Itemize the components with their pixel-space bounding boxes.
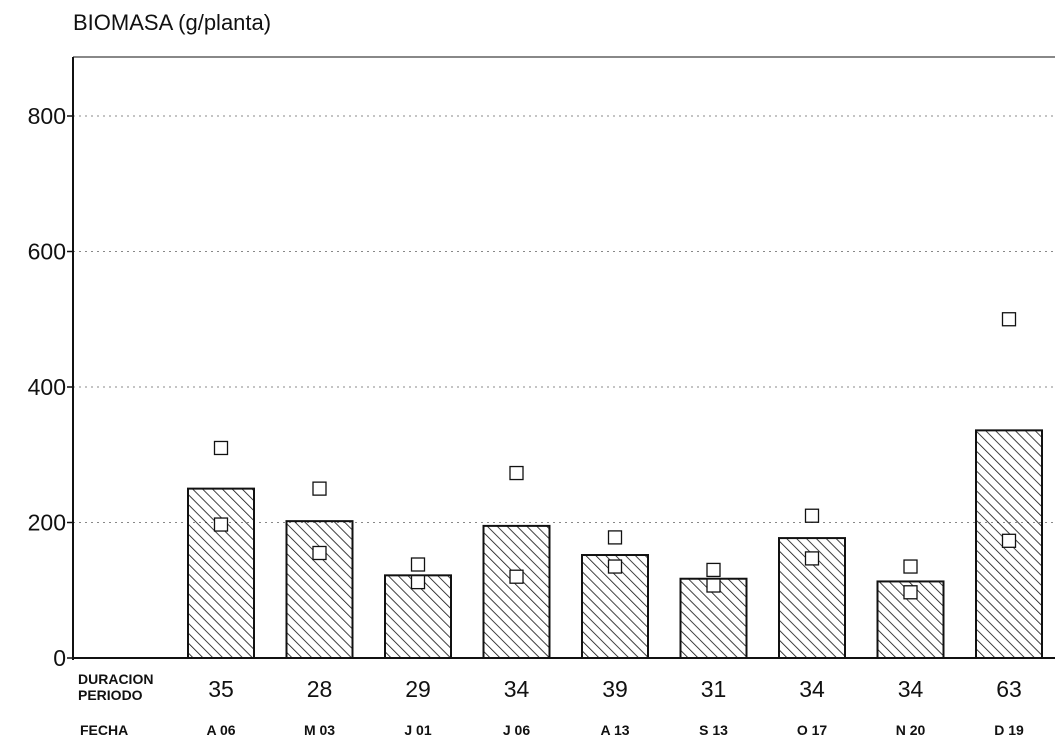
date-label-5: A 13 <box>600 722 629 738</box>
marker-above-1 <box>213 440 229 456</box>
duration-label-8: 34 <box>898 676 924 702</box>
marker-inside-6 <box>706 578 721 593</box>
marker-above-9 <box>1001 312 1017 327</box>
marker-above-5 <box>607 530 623 545</box>
marker-inside-9 <box>1001 533 1017 548</box>
date-label-4: J 06 <box>503 722 530 738</box>
duration-label-4: 34 <box>504 676 530 702</box>
duration-label-2: 28 <box>307 676 333 702</box>
date-label-6: S 13 <box>699 722 728 738</box>
duration-row-label-line1: DURACION <box>78 671 153 687</box>
bar-2 <box>285 520 354 660</box>
marker-above-8 <box>903 559 918 574</box>
marker-series <box>213 312 1017 600</box>
gridlines <box>73 115 1055 523</box>
marker-inside-7 <box>804 551 820 566</box>
date-label-7: O 17 <box>797 722 828 738</box>
date-row-label: FECHA <box>80 722 128 738</box>
y-tick-label-0: 0 <box>53 645 66 671</box>
duration-label-9: 63 <box>996 676 1022 702</box>
y-axis-title: BIOMASA (g/planta) <box>73 10 271 35</box>
date-label-8: N 20 <box>896 722 926 738</box>
marker-above-6 <box>706 562 721 578</box>
marker-above-2 <box>312 481 327 496</box>
duration-row-label-line2: PERIODO <box>78 687 143 703</box>
marker-inside-2 <box>312 545 327 561</box>
bar-1 <box>187 487 255 659</box>
marker-above-3 <box>410 557 426 572</box>
marker-inside-8 <box>903 585 918 600</box>
y-tick-label-200: 200 <box>28 510 66 536</box>
date-label-2: M 03 <box>304 722 335 738</box>
date-labels: A 06 M 03 J 01 J 06 A 13 S 13 O 17 N 20 D 19 <box>206 722 1024 738</box>
duration-labels: 35 28 29 34 39 31 34 34 63 <box>208 676 1022 702</box>
date-label-9: D 19 <box>994 722 1024 738</box>
duration-label-6: 31 <box>701 676 727 702</box>
y-tick-label-800: 800 <box>28 103 66 129</box>
marker-inside-4 <box>509 569 524 584</box>
marker-above-7 <box>804 508 820 523</box>
duration-label-3: 29 <box>405 676 431 702</box>
date-label-1: A 06 <box>206 722 235 738</box>
y-tick-label-600: 600 <box>28 239 66 265</box>
date-label-3: J 01 <box>404 722 431 738</box>
duration-label-7: 34 <box>799 676 825 702</box>
marker-above-4 <box>509 465 524 481</box>
duration-label-1: 35 <box>208 676 234 702</box>
y-tick-label-400: 400 <box>28 374 66 400</box>
y-axis-ticks: 0 200 400 600 800 <box>28 103 73 671</box>
marker-inside-1 <box>213 517 229 532</box>
marker-inside-3 <box>410 574 426 590</box>
bar-4 <box>482 524 551 660</box>
marker-inside-5 <box>607 559 623 574</box>
duration-label-5: 39 <box>602 676 628 702</box>
